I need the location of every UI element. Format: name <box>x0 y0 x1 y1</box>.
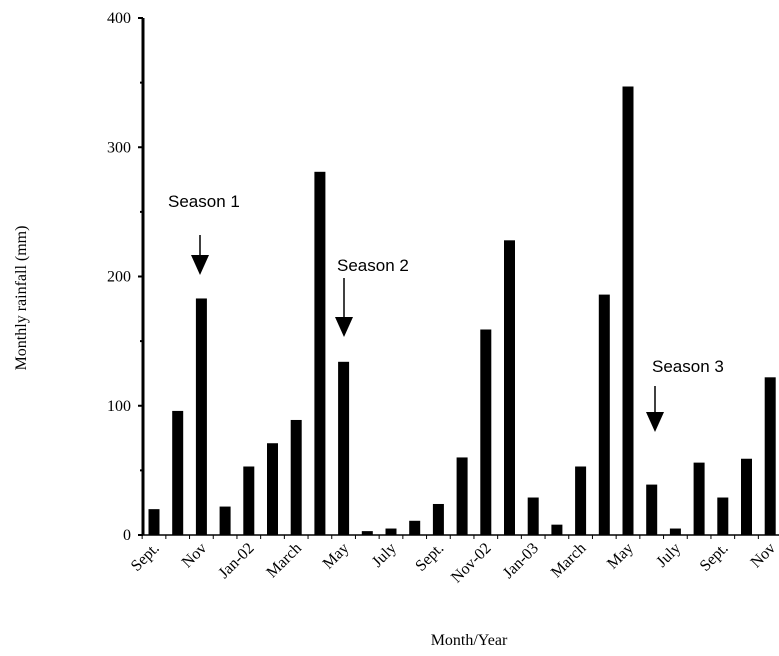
x-tick-label: Jan-02 <box>215 540 257 582</box>
bar <box>172 410 184 535</box>
annotation: Season 2 <box>337 256 409 275</box>
bar <box>290 419 302 535</box>
annotation: Season 3 <box>652 357 724 376</box>
x-tick-label: Nov <box>748 540 779 572</box>
x-tick-label: Jan-03 <box>500 540 542 582</box>
y-axis-label: Monthly rainfall (mm) <box>13 226 30 371</box>
bar <box>409 520 421 535</box>
bar <box>764 377 776 535</box>
y-tick-label: 300 <box>107 139 131 156</box>
x-tick-label: Nov <box>179 540 211 572</box>
x-tick-label: March <box>263 540 305 582</box>
y-tick-label: 100 <box>107 398 131 415</box>
y-tick-label: 0 <box>123 527 131 544</box>
bar <box>622 86 634 535</box>
x-tick-label: Sept. <box>412 540 447 575</box>
bar <box>669 528 681 535</box>
bar <box>385 528 397 535</box>
bar <box>646 484 658 535</box>
x-tick-label: Sept. <box>697 540 732 575</box>
x-tick-label: May <box>604 540 637 573</box>
bar <box>741 458 752 535</box>
x-tick-label: Nov-02 <box>448 540 495 587</box>
y-tick-label: 200 <box>107 269 131 286</box>
bar <box>527 497 539 535</box>
bar <box>693 462 705 535</box>
bar <box>267 443 278 535</box>
y-tick-label: 400 <box>107 10 131 27</box>
arrow-head <box>335 317 353 337</box>
x-axis-label: Month/Year <box>431 632 508 649</box>
bar <box>219 506 231 535</box>
x-tick-label: May <box>320 540 353 573</box>
bar <box>504 240 515 535</box>
bar <box>575 466 587 535</box>
bar <box>338 361 350 535</box>
bar <box>717 497 729 535</box>
bar <box>243 466 255 535</box>
bar <box>432 503 444 535</box>
bar <box>480 329 492 535</box>
bar <box>195 298 207 535</box>
bar <box>456 457 468 535</box>
x-tick-label: July <box>653 540 684 571</box>
arrow-head <box>191 255 209 275</box>
x-tick-label: July <box>369 540 400 571</box>
bar <box>314 171 326 535</box>
arrow-head <box>646 412 664 432</box>
bar <box>598 294 610 535</box>
bar <box>148 509 160 535</box>
annotation: Season 1 <box>168 192 240 211</box>
x-tick-label: Sept. <box>128 540 163 575</box>
bar <box>551 524 563 535</box>
bar <box>361 531 373 535</box>
x-tick-label: March <box>548 540 590 582</box>
